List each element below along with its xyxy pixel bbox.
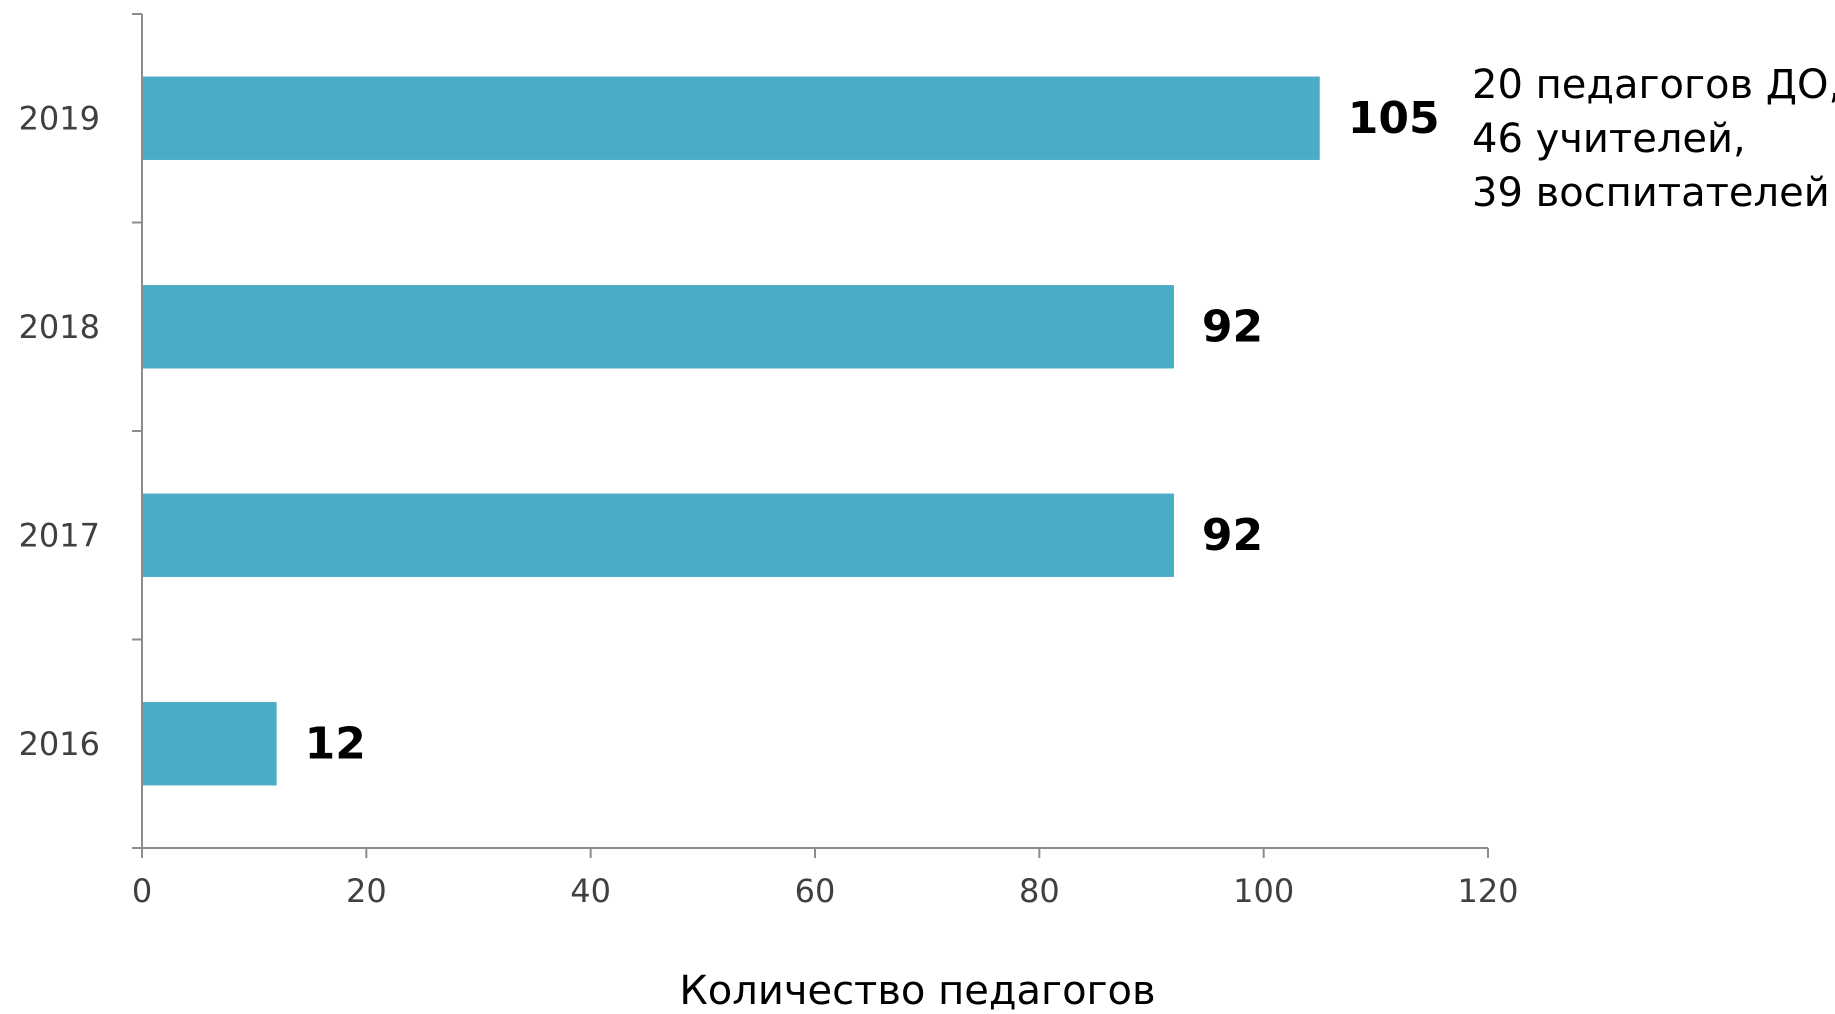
data-label-2019: 105 (1348, 93, 1440, 144)
chart-annotation: 20 педагогов ДО, 46 учителей, 39 воспита… (1472, 58, 1835, 220)
x-axis: 0 20 40 60 80 100 120 (132, 847, 1519, 910)
x-tick-label: 40 (570, 872, 611, 910)
bar-2017 (142, 493, 1174, 577)
annotation-line: 20 педагогов ДО, (1472, 62, 1835, 108)
annotation-line: 39 воспитателей (1472, 170, 1830, 216)
y-tick-label: 2017 (19, 516, 100, 554)
x-tick-label: 80 (1019, 872, 1060, 910)
data-label-2018: 92 (1202, 301, 1263, 352)
x-tick-label: 20 (346, 872, 387, 910)
data-label-2017: 92 (1202, 510, 1263, 561)
y-tick-label: 2019 (19, 99, 100, 137)
x-tick-label: 100 (1233, 872, 1294, 910)
x-axis-title: Количество педагогов (679, 968, 1156, 1014)
x-tick-label: 60 (795, 872, 836, 910)
y-tick-label: 2016 (19, 725, 100, 763)
annotation-line: 46 учителей, (1472, 116, 1746, 162)
bars-group (142, 76, 1320, 786)
y-axis: 2016 2017 2018 2019 (19, 13, 143, 849)
data-labels-group: 12 92 92 105 (305, 93, 1440, 770)
bar-2016 (142, 702, 277, 786)
bar-2018 (142, 285, 1174, 369)
x-tick-label: 120 (1457, 872, 1518, 910)
x-tick-label: 0 (132, 872, 152, 910)
data-label-2016: 12 (305, 718, 366, 769)
bar-2019 (142, 76, 1320, 160)
y-tick-label: 2018 (19, 308, 100, 346)
